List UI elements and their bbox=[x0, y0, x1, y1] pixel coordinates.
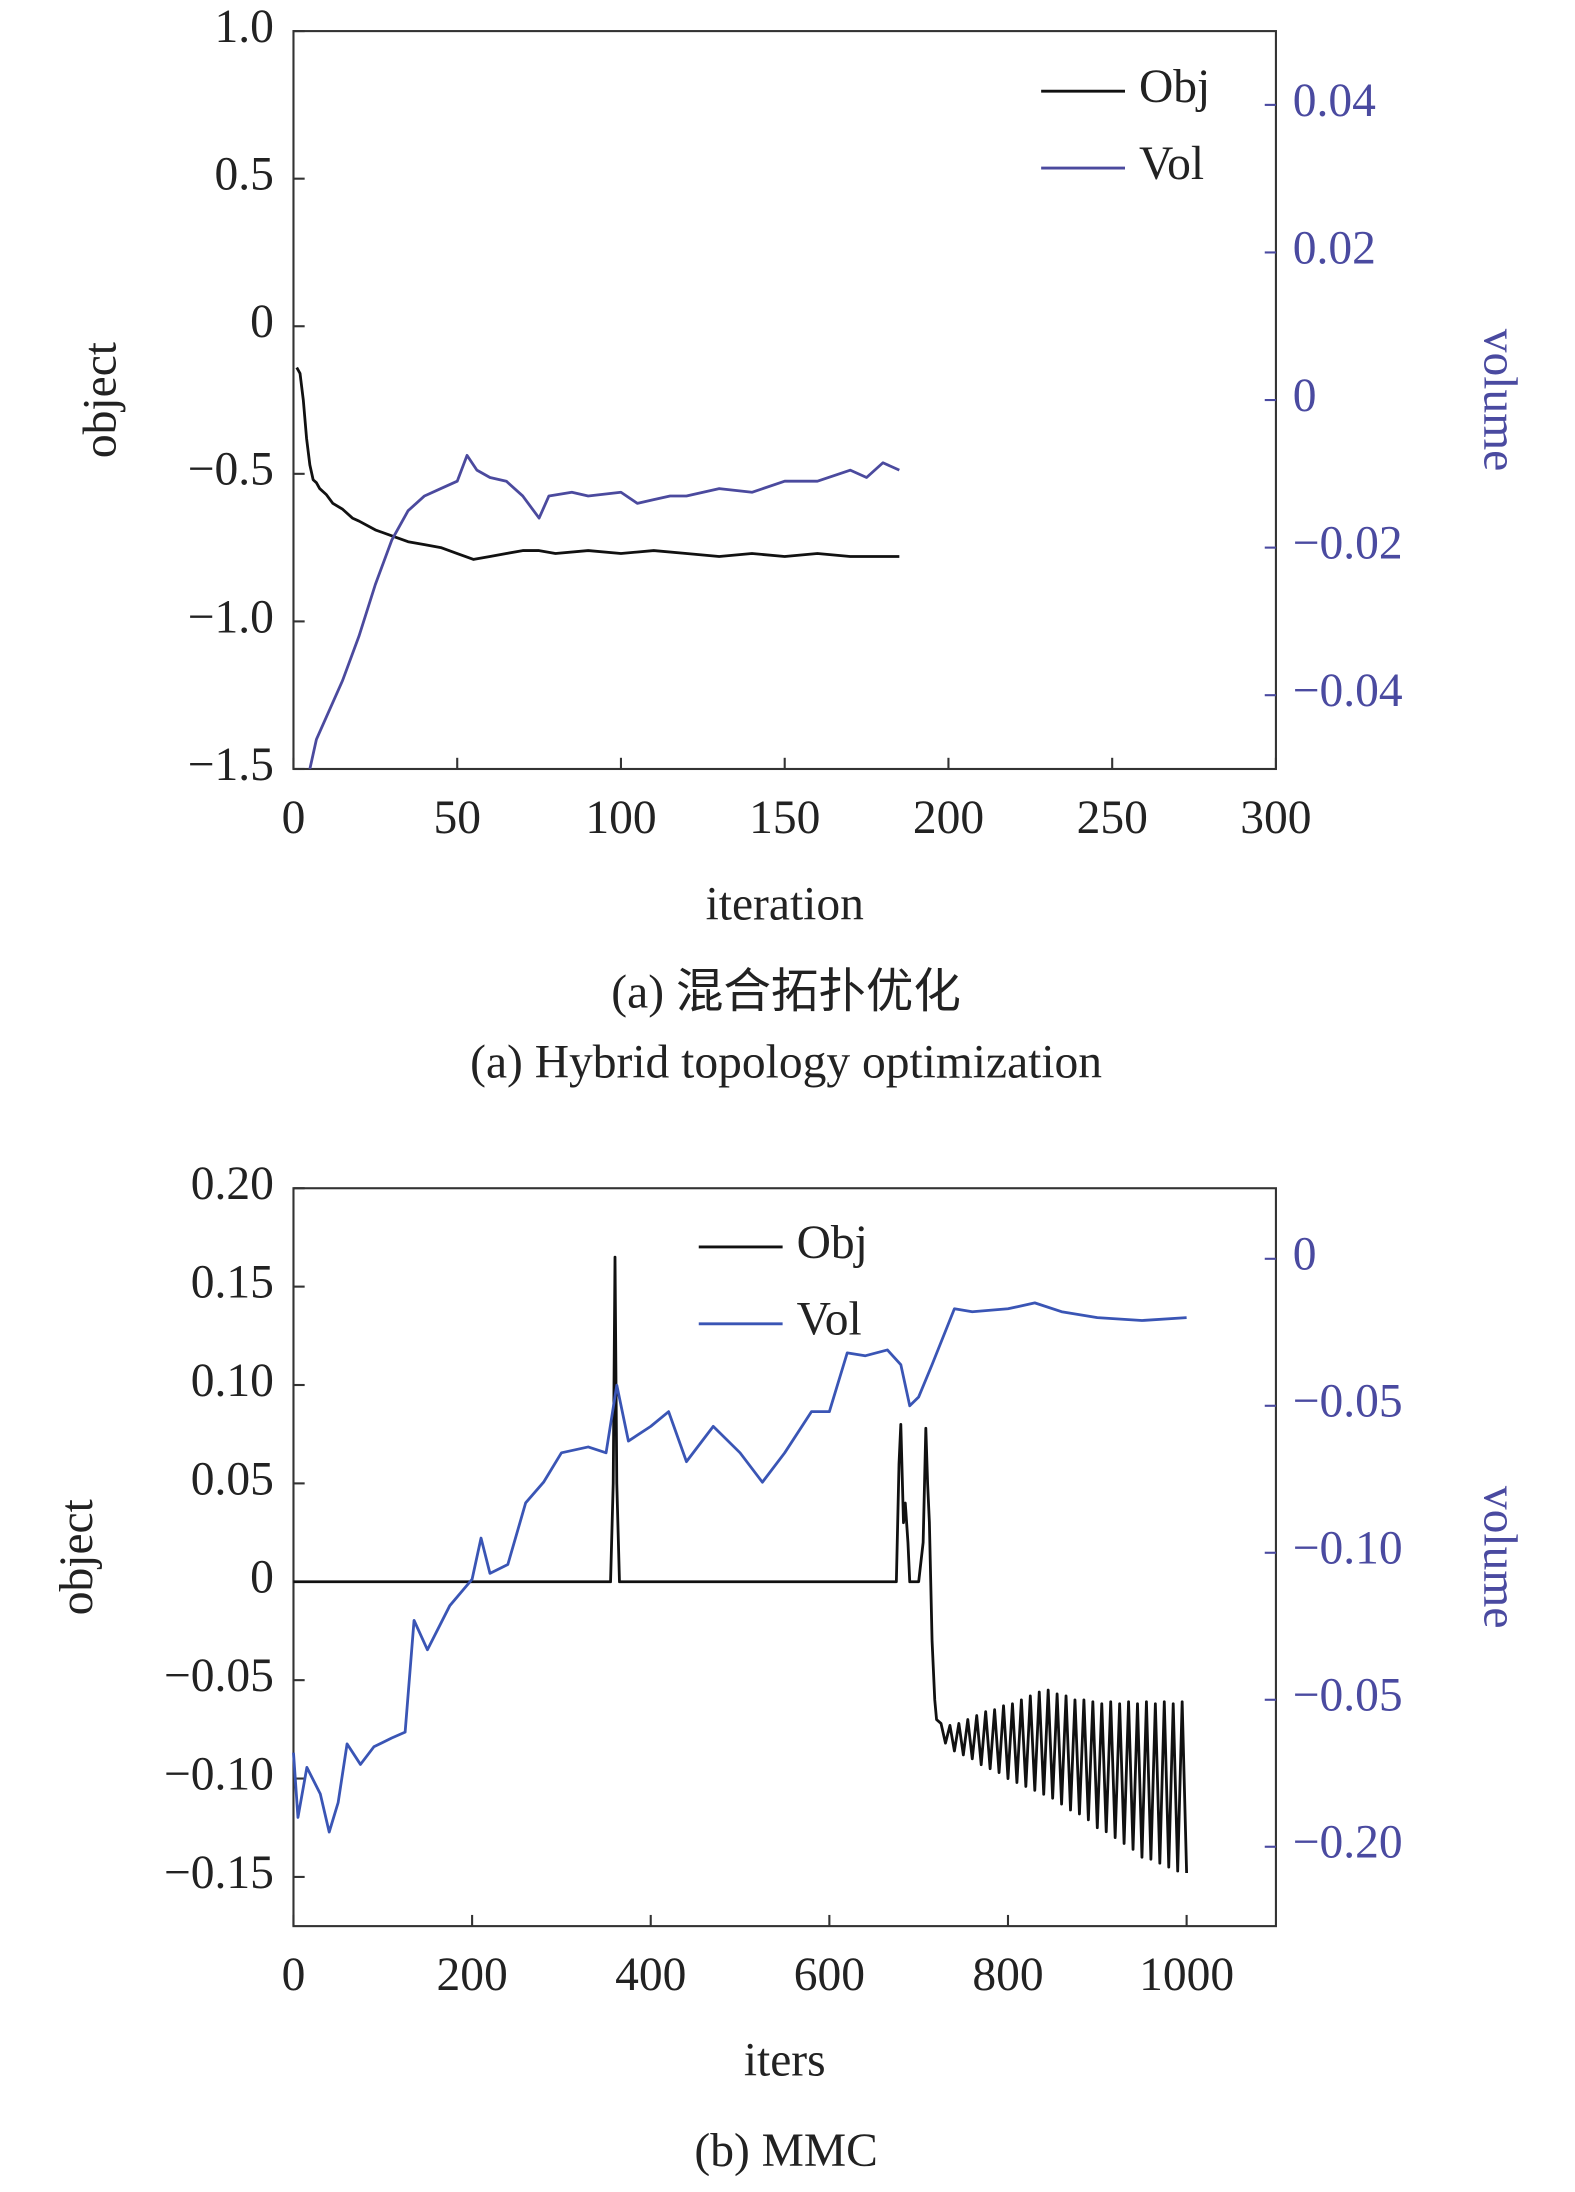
x-tick-label: 0 bbox=[282, 792, 306, 844]
legend-label: Vol bbox=[797, 1294, 862, 1346]
y-tick-label: 0.20 bbox=[191, 1158, 274, 1210]
subplot: 0 50 100 150 200 250 300 1.0 0.5 0 −0.5 −1.0 −1.5 0.0… bbox=[75, 1, 1526, 1089]
x-tick-label: 800 bbox=[972, 1949, 1043, 2001]
y-tick-label: −0.10 bbox=[164, 1748, 274, 1800]
x-tick-label: 150 bbox=[749, 792, 820, 844]
y-tick-label: 1.0 bbox=[215, 1, 274, 53]
y2-tick-label: −0.05 bbox=[1293, 1376, 1403, 1428]
x-tick-label: 50 bbox=[433, 792, 481, 844]
x-tick-label: 300 bbox=[1240, 792, 1311, 844]
x-tick-label: 1000 bbox=[1139, 1949, 1234, 2001]
x-tick-label: 0 bbox=[282, 1949, 306, 2001]
data-line bbox=[308, 453, 900, 770]
y2-axis-label: volume bbox=[1473, 1486, 1525, 1628]
y2-axis-label: volume bbox=[1473, 329, 1525, 471]
plot-frame bbox=[292, 1187, 1277, 1928]
y2-tick-label: −0.05 bbox=[1293, 1670, 1403, 1722]
y2-tick-label: 0 bbox=[1293, 370, 1317, 422]
y-tick-label: 0.15 bbox=[191, 1257, 274, 1309]
legend-label: Obj bbox=[797, 1217, 868, 1269]
legend-label: Obj bbox=[1139, 61, 1210, 113]
data-line bbox=[293, 1255, 1189, 1874]
x-tick-label: 200 bbox=[913, 792, 984, 844]
x-axis-label: iteration bbox=[706, 879, 865, 931]
y2-tick-label: −0.20 bbox=[1293, 1817, 1403, 1869]
y2-tick-label: 0 bbox=[1293, 1229, 1317, 1281]
x-tick-label: 100 bbox=[585, 792, 656, 844]
x-tick-label: 600 bbox=[794, 1949, 865, 2001]
y-tick-label: −0.05 bbox=[164, 1650, 274, 1702]
x-tick-label: 400 bbox=[615, 1949, 686, 2001]
y-tick-label: −0.15 bbox=[164, 1847, 274, 1899]
x-tick-label: 250 bbox=[1077, 792, 1148, 844]
caption-en: (a) Hybrid topology optimization bbox=[470, 1037, 1102, 1089]
y-axis-label: object bbox=[75, 342, 127, 458]
y-tick-label: −1.0 bbox=[188, 591, 274, 643]
data-line bbox=[295, 366, 900, 561]
y-tick-label: 0.5 bbox=[215, 149, 274, 201]
x-axis-label: iters bbox=[744, 2034, 826, 2086]
x-tick-label: 200 bbox=[436, 1949, 507, 2001]
y2-tick-label: −0.02 bbox=[1293, 518, 1403, 570]
y-tick-label: −0.5 bbox=[188, 444, 274, 496]
caption: (b) MMC bbox=[694, 2125, 877, 2177]
y-tick-label: 0 bbox=[250, 1552, 274, 1604]
y2-tick-label: 0.04 bbox=[1293, 75, 1376, 127]
caption: (a) 混合拓扑优化 bbox=[611, 967, 961, 1019]
plot-frame bbox=[292, 30, 1277, 771]
y2-tick-label: 0.02 bbox=[1293, 222, 1376, 274]
y2-tick-label: −0.04 bbox=[1293, 665, 1403, 717]
y-tick-label: 0.05 bbox=[191, 1453, 274, 1505]
y2-tick-label: −0.10 bbox=[1293, 1523, 1403, 1575]
legend-label: Vol bbox=[1139, 138, 1204, 190]
subplot: 0 200 400 600 800 1000 0.20 0.15 0.10 0.05 0 −0.05 −… bbox=[51, 1158, 1525, 2177]
data-line bbox=[292, 1301, 1187, 1834]
y-tick-label: 0.10 bbox=[191, 1355, 274, 1407]
y-tick-label: 0 bbox=[250, 296, 274, 348]
y-tick-label: −1.5 bbox=[188, 739, 274, 791]
y-axis-label: object bbox=[51, 1499, 103, 1615]
